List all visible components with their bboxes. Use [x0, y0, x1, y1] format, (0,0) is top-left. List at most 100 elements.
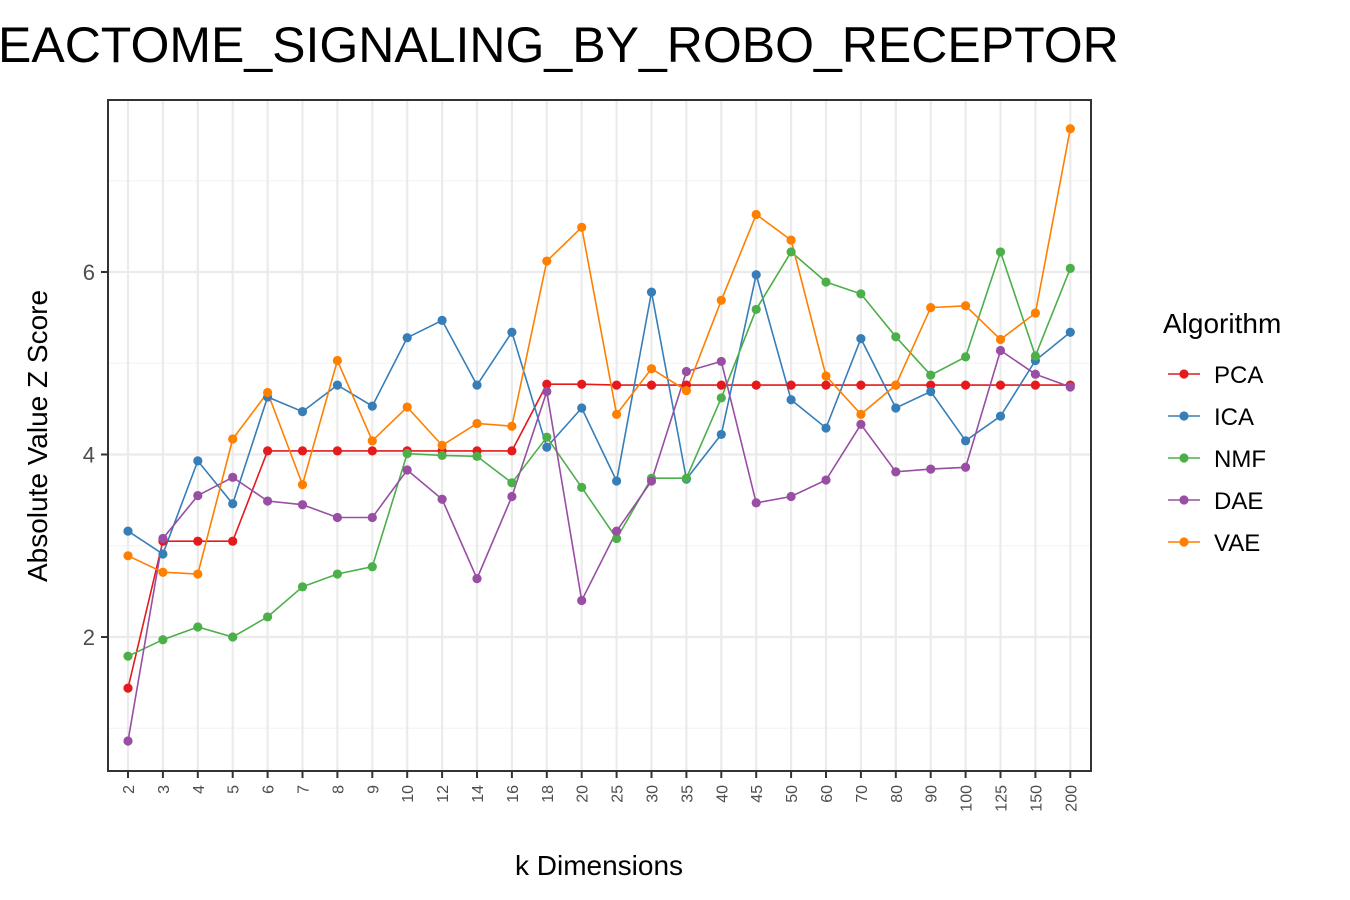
data-point-nmf: [577, 482, 587, 492]
data-point-nmf: [716, 393, 726, 403]
data-point-pca: [612, 380, 622, 390]
data-point-dae: [542, 386, 552, 397]
data-point-dae: [1030, 369, 1040, 379]
x-tick-label: 10: [400, 785, 417, 803]
data-point-vae: [437, 440, 447, 450]
data-point-vae: [821, 371, 831, 381]
data-point-pca: [995, 380, 1006, 390]
series-layer: [123, 124, 1075, 746]
data-point-nmf: [995, 247, 1006, 257]
x-tick-label: 100: [959, 785, 976, 812]
data-point-ica: [786, 395, 796, 405]
data-point-dae: [193, 490, 203, 501]
data-point-dae: [577, 595, 587, 606]
data-point-ica: [891, 403, 901, 413]
data-point-dae: [332, 512, 342, 523]
data-point-dae: [472, 574, 482, 584]
data-point-nmf: [297, 582, 308, 592]
data-point-nmf: [821, 277, 831, 287]
data-point-pca: [228, 536, 238, 546]
series-line-vae: [127, 128, 1072, 575]
series-line-nmf: [127, 249, 1072, 657]
y-tick-label: 2: [83, 625, 95, 650]
data-point-dae: [961, 462, 971, 472]
data-point-vae: [472, 418, 482, 429]
data-point-nmf: [681, 473, 692, 483]
data-point-pca: [926, 380, 936, 390]
data-point-vae: [367, 436, 377, 446]
data-point-pca: [367, 446, 377, 456]
data-point-dae: [402, 465, 412, 475]
legend-label-dae: DAE: [1214, 488, 1263, 515]
data-point-vae: [228, 434, 238, 444]
data-point-nmf: [961, 352, 971, 362]
data-point-vae: [123, 551, 133, 561]
data-point-vae: [402, 402, 412, 412]
data-point-nmf: [193, 622, 203, 632]
legend-title: Algorithm: [1163, 308, 1281, 339]
data-point-vae: [612, 409, 622, 419]
x-tick-label: 18: [540, 785, 557, 803]
x-tick-label: 40: [714, 785, 731, 803]
data-point-ica: [646, 287, 657, 297]
data-point-pca: [646, 380, 657, 390]
data-point-vae: [263, 387, 273, 398]
legend-label-pca: PCA: [1214, 362, 1263, 389]
legend-swatch-point-dae: [1179, 495, 1189, 505]
x-tick-label: 70: [854, 785, 871, 803]
data-point-nmf: [472, 451, 482, 461]
data-point-nmf: [367, 562, 377, 572]
data-point-nmf: [507, 478, 517, 488]
data-point-nmf: [228, 632, 238, 642]
data-point-vae: [716, 295, 726, 305]
x-tick-label: 6: [261, 785, 278, 794]
data-point-dae: [926, 464, 936, 474]
data-point-ica: [228, 499, 238, 509]
data-point-pca: [193, 536, 203, 546]
data-point-dae: [856, 419, 866, 429]
x-tick-label: 50: [784, 785, 801, 803]
legend-swatch-point-nmf: [1179, 453, 1189, 463]
legend-swatch-point-vae: [1179, 537, 1189, 547]
x-tick-label: 9: [365, 785, 382, 794]
data-point-vae: [995, 334, 1006, 345]
data-point-pca: [786, 380, 796, 390]
data-point-ica: [123, 526, 133, 536]
data-point-dae: [821, 475, 831, 485]
data-point-dae: [507, 491, 517, 502]
data-point-vae: [1065, 124, 1075, 134]
x-axis-title: k Dimensions: [515, 850, 683, 881]
data-point-vae: [786, 235, 796, 245]
x-tick-label: 90: [924, 785, 941, 803]
x-tick-label: 25: [610, 785, 627, 803]
data-point-vae: [961, 301, 971, 311]
data-point-ica: [332, 380, 342, 390]
data-point-pca: [577, 379, 587, 389]
series-line-pca: [127, 383, 1071, 689]
data-point-ica: [507, 327, 517, 337]
panel-border: [107, 99, 1092, 772]
data-point-ica: [751, 270, 761, 280]
x-tick-label: 12: [435, 785, 452, 803]
legend-swatch-point-ica: [1179, 411, 1189, 421]
data-point-pca: [1030, 380, 1040, 390]
series-line-ica: [127, 274, 1071, 556]
data-point-nmf: [1030, 351, 1040, 361]
y-tick-label: 6: [83, 260, 95, 285]
data-point-dae: [751, 498, 761, 508]
x-tick-label: 8: [330, 785, 347, 794]
legend-label-nmf: NMF: [1214, 446, 1266, 473]
data-point-ica: [995, 411, 1006, 421]
x-tick-label: 200: [1063, 785, 1080, 812]
data-point-nmf: [123, 651, 133, 661]
data-point-nmf: [1065, 263, 1075, 273]
plot-panel: [108, 100, 1091, 771]
x-tick-label: 60: [819, 785, 836, 803]
x-tick-label: 14: [470, 785, 487, 803]
data-point-dae: [123, 736, 133, 746]
x-tick-label: 45: [749, 785, 766, 803]
data-point-pca: [856, 380, 866, 390]
data-point-pca: [507, 446, 517, 456]
